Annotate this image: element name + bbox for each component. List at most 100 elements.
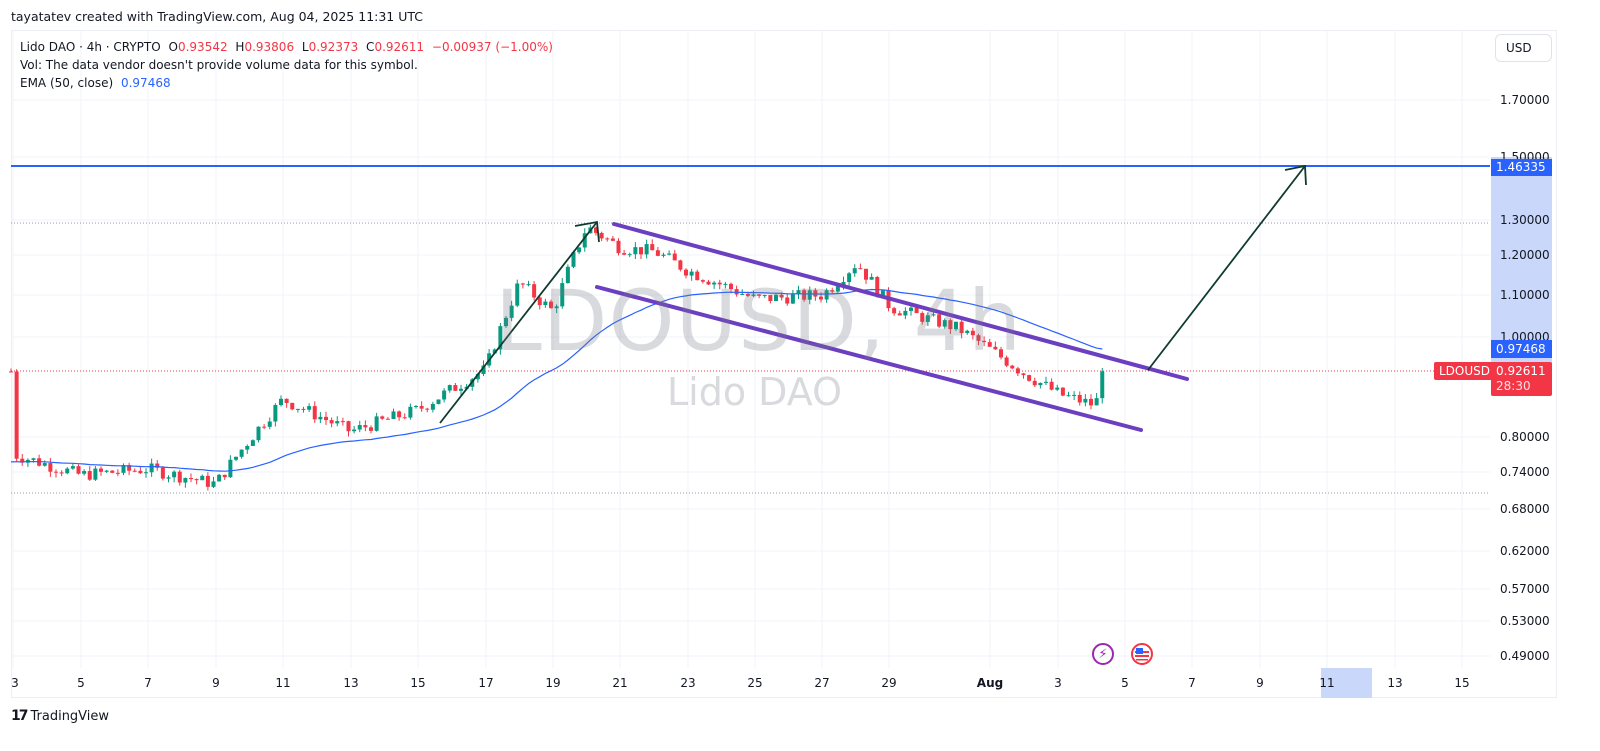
candle: [582, 233, 587, 248]
legend-ema-row: EMA (50, close) 0.97468: [20, 74, 553, 92]
candle: [864, 268, 868, 280]
candle: [115, 472, 120, 474]
candle: [942, 320, 947, 327]
candle: [869, 276, 874, 280]
tradingview-logo[interactable]: 17 TradingView: [11, 708, 109, 724]
candle: [492, 349, 497, 354]
candle: [655, 250, 660, 256]
legend-open-label: O: [168, 40, 178, 54]
candle: [402, 417, 407, 419]
tradingview-logo-mark: 17: [11, 708, 29, 724]
target-arrow: [1147, 165, 1306, 371]
candle: [520, 283, 525, 285]
x-axis-tick: 9: [212, 676, 220, 690]
candle: [824, 290, 829, 300]
channel-upper-line: [612, 222, 1189, 381]
candle: [234, 456, 238, 460]
candle: [549, 301, 553, 309]
y-axis-tick: 0.62000: [1500, 544, 1550, 558]
candle: [65, 468, 70, 474]
candle: [745, 293, 750, 296]
y-axis-tick: 0.57000: [1500, 582, 1550, 596]
candle: [459, 388, 463, 391]
candle: [324, 416, 328, 421]
candle: [1094, 398, 1099, 406]
candle: [768, 295, 773, 302]
candle: [599, 232, 604, 239]
candle: [447, 385, 452, 391]
candle: [987, 342, 992, 347]
candle: [245, 445, 250, 450]
last-price-label: 0.92611 28:30: [1491, 362, 1552, 396]
chart-legend: Lido DAO · 4h · CRYPTO O0.93542 H0.93806…: [20, 38, 553, 92]
candle: [774, 294, 778, 302]
candle: [779, 294, 784, 298]
candle: [914, 307, 919, 314]
candle: [301, 408, 306, 410]
candle: [200, 475, 205, 481]
x-axis-tick: 25: [747, 676, 763, 690]
candle: [183, 478, 188, 483]
x-axis-tick: 27: [814, 676, 830, 690]
candle: [644, 244, 649, 255]
candle: [346, 421, 351, 432]
x-axis-tick: 17: [478, 676, 494, 690]
target-arrowhead: [1284, 164, 1307, 186]
candle: [661, 254, 666, 256]
x-axis-tick: 3: [1054, 676, 1062, 690]
last-price-value: 0.92611: [1496, 364, 1546, 378]
channel-lower-line: [595, 285, 1143, 432]
candle: [9, 371, 13, 373]
flagpole-arrow: [439, 221, 598, 424]
candle: [807, 290, 812, 300]
candle: [931, 314, 936, 316]
candle: [194, 479, 199, 481]
candle: [999, 349, 1003, 358]
candle: [1032, 380, 1037, 386]
us-flag-event-icon[interactable]: [1131, 643, 1153, 665]
candle: [835, 286, 840, 292]
symbol-tag: LDOUSD: [1434, 362, 1496, 380]
candle: [892, 308, 897, 314]
candle: [99, 468, 103, 472]
legend-symbol[interactable]: Lido DAO · 4h · CRYPTO: [20, 40, 161, 54]
candle: [335, 421, 340, 424]
candle: [543, 301, 548, 306]
candle: [796, 290, 801, 295]
x-axis-tick: 23: [680, 676, 696, 690]
legend-low-label: L: [301, 40, 309, 54]
x-axis-tick: Aug: [976, 676, 1004, 690]
candle: [751, 294, 756, 296]
candle: [1077, 394, 1082, 403]
candle: [565, 266, 570, 284]
candle: [639, 247, 643, 255]
legend-ema-label[interactable]: EMA (50, close): [20, 76, 114, 90]
candle: [250, 440, 255, 446]
candle: [14, 371, 19, 459]
candle: [59, 472, 64, 474]
candle: [993, 346, 998, 350]
currency-button[interactable]: USD: [1495, 34, 1552, 62]
candle: [678, 260, 683, 270]
candle: [329, 420, 334, 424]
candle: [295, 408, 300, 410]
candle: [847, 273, 852, 283]
candle: [110, 470, 115, 473]
us-flag-icon: [1134, 646, 1150, 662]
candle: [149, 463, 154, 473]
lightning-event-icon[interactable]: ⚡: [1092, 643, 1114, 665]
candle: [211, 481, 216, 487]
legend-volume-note: Vol: The data vendor doesn't provide vol…: [20, 58, 418, 72]
candle: [177, 471, 182, 483]
candle: [982, 340, 987, 343]
grid-lines: [11, 31, 1490, 668]
candle: [1060, 387, 1065, 396]
candle: [897, 313, 902, 316]
legend-high: 0.93806: [244, 40, 295, 54]
candle: [1027, 375, 1032, 381]
y-axis-tick: 0.74000: [1500, 465, 1550, 479]
x-axis-tick: 11: [1319, 676, 1335, 690]
candle: [498, 326, 503, 350]
x-axis-tick: 15: [410, 676, 426, 690]
